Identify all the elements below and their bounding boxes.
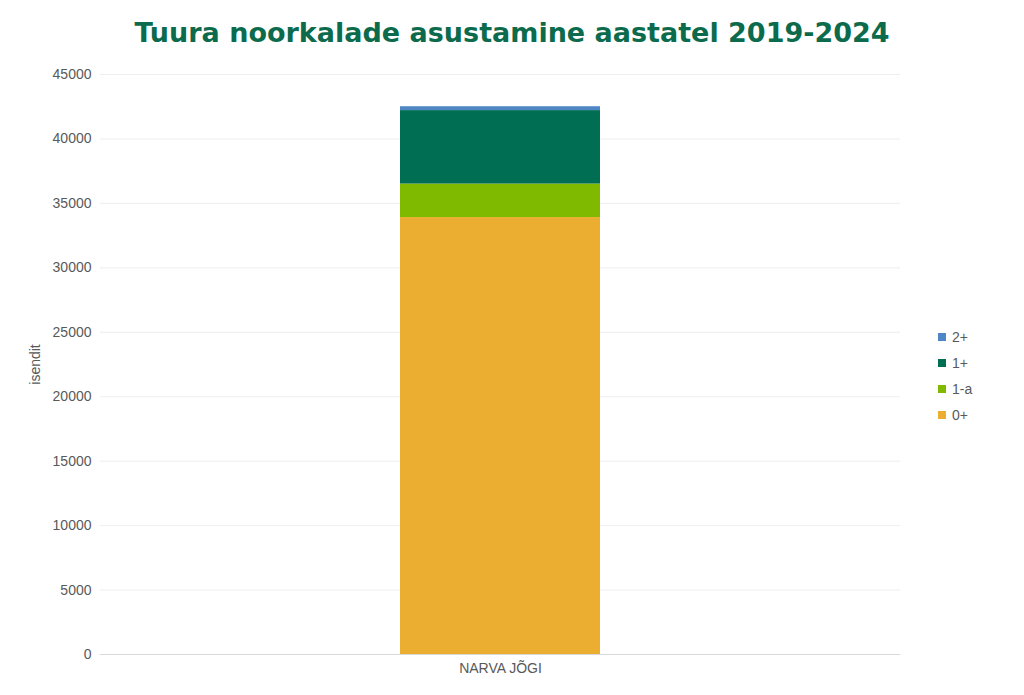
svg-text:20000: 20000 [53,388,92,404]
svg-text:15000: 15000 [53,453,92,469]
svg-text:10000: 10000 [53,517,92,533]
svg-text:25000: 25000 [53,324,92,340]
svg-text:0: 0 [84,646,92,662]
html-text:1+: 1+ [952,355,968,371]
svg-text:40000: 40000 [53,130,92,146]
svg-text:45000: 45000 [53,66,92,82]
svg-text:NARVA JÕGI: NARVA JÕGI [459,660,542,676]
svg-text:isendit: isendit [27,344,43,385]
svg-text:35000: 35000 [53,195,92,211]
html-text:1-a: 1-a [952,381,973,397]
svg-text:30000: 30000 [53,259,92,275]
html-text:Tuura noorkalade asustamine aa: Tuura noorkalade asustamine aastatel 201… [134,17,890,48]
html-text:2+: 2+ [952,329,968,345]
svg-text:5000: 5000 [60,582,91,598]
html-text:0+: 0+ [952,407,968,423]
